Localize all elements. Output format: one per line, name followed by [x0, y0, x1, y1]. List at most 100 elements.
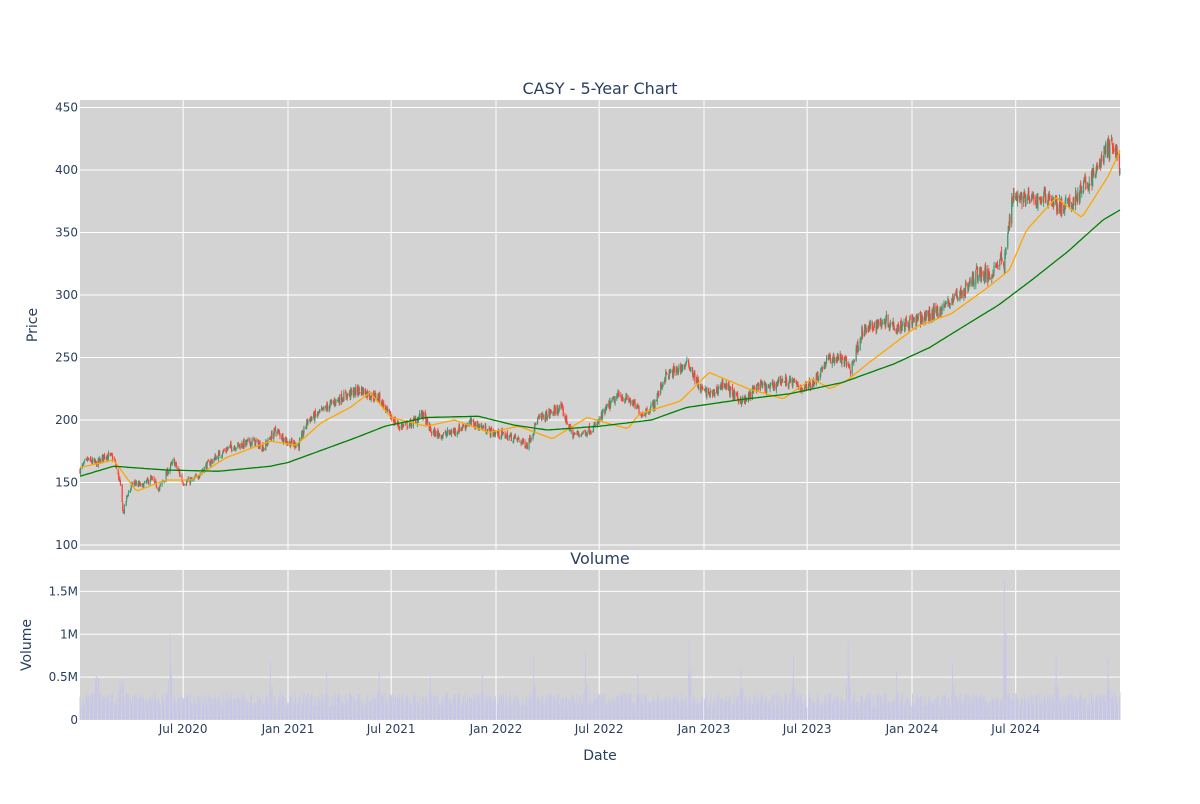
candle-body [408, 424, 410, 427]
candle-body [279, 433, 281, 437]
candle-body [307, 419, 309, 425]
candle-body [782, 379, 784, 381]
volume-bars [79, 578, 1121, 720]
candle-body [729, 388, 731, 395]
candle-body [883, 322, 885, 324]
candle-body [952, 299, 954, 304]
candle-body [588, 425, 591, 434]
candle-body [829, 358, 832, 364]
candle-body [849, 370, 852, 375]
candle-body [238, 444, 241, 446]
candle-body [1020, 191, 1023, 195]
candle-body [135, 482, 138, 484]
candle-body [234, 447, 236, 450]
candle-body [1113, 146, 1115, 153]
candle-body [249, 438, 251, 444]
candle-body [925, 310, 927, 320]
candle-body [121, 484, 123, 503]
candle-body [694, 373, 696, 382]
candle-body [1111, 143, 1114, 151]
candle-body [153, 477, 155, 482]
candle-body [996, 263, 998, 265]
moving-average-long-line [79, 209, 1121, 477]
candle-body [923, 319, 925, 322]
candle-body [410, 421, 412, 427]
candle-body [582, 433, 584, 435]
candle-body [341, 400, 343, 402]
candle-body [960, 289, 962, 295]
candle-body [735, 392, 738, 394]
candle-body [574, 433, 576, 435]
candle-body [904, 327, 906, 331]
candle-body [346, 397, 348, 399]
moving-average-short-line [79, 150, 1121, 492]
candle-body [621, 399, 623, 401]
candle-body [665, 371, 667, 380]
candle-body [394, 417, 396, 424]
candle-body [314, 411, 316, 421]
candle-body [804, 384, 806, 389]
candle-body [370, 396, 372, 400]
candle-body [1017, 195, 1019, 198]
candle-body [155, 480, 157, 482]
candle-body [198, 476, 200, 479]
candle-body [215, 456, 217, 460]
candle-body [1029, 199, 1031, 204]
candle-body [568, 428, 571, 431]
candle-body [681, 366, 683, 372]
candle-body [873, 322, 875, 328]
candle-body [792, 381, 794, 386]
candle-body [1039, 197, 1041, 199]
candle-body [347, 394, 349, 396]
candle-body [1079, 184, 1081, 200]
candle-body [841, 357, 844, 360]
candle-body [273, 433, 275, 440]
candle-body [656, 393, 658, 402]
candle-body [1103, 146, 1105, 163]
candle-body [317, 411, 319, 414]
candle-body [899, 326, 901, 333]
candle-body [285, 436, 287, 443]
candle-body [909, 318, 911, 329]
candle-body [485, 425, 487, 433]
candle-body [1041, 198, 1043, 202]
candle-body [917, 318, 919, 320]
candle-body [518, 440, 520, 442]
candle-body [278, 430, 280, 432]
candle-body [185, 484, 187, 486]
candle-body [528, 438, 530, 449]
candle-body [486, 429, 489, 433]
candle-body [564, 415, 566, 419]
candle-body [741, 403, 743, 405]
candle-body [185, 481, 188, 485]
candle-body [454, 429, 457, 434]
candle-body [889, 323, 891, 326]
candle-body [734, 392, 736, 399]
candle-body [713, 388, 715, 396]
candle-body [660, 384, 662, 388]
candle-body [766, 386, 768, 393]
candle-body [813, 382, 815, 385]
candle-body [283, 437, 285, 442]
candle-body [413, 418, 416, 419]
candle-body [335, 399, 337, 404]
candle-body [636, 406, 638, 409]
price-plot-area [80, 100, 1120, 550]
candle-body [614, 398, 616, 404]
candle-body [541, 415, 543, 418]
candle-body [929, 313, 931, 321]
candle-body [149, 480, 151, 485]
candle-body [625, 395, 627, 401]
candle-body [815, 375, 817, 385]
candle-body [1016, 198, 1019, 203]
candle-body [213, 457, 216, 461]
candle-body [581, 433, 583, 434]
candle-body [855, 348, 857, 361]
candle-body [226, 448, 228, 452]
candle-body [131, 483, 134, 486]
candle-body [254, 441, 257, 447]
candle-body [832, 357, 834, 363]
candle-body [589, 432, 591, 435]
candle-body [1033, 196, 1035, 202]
candle-body [823, 365, 825, 370]
